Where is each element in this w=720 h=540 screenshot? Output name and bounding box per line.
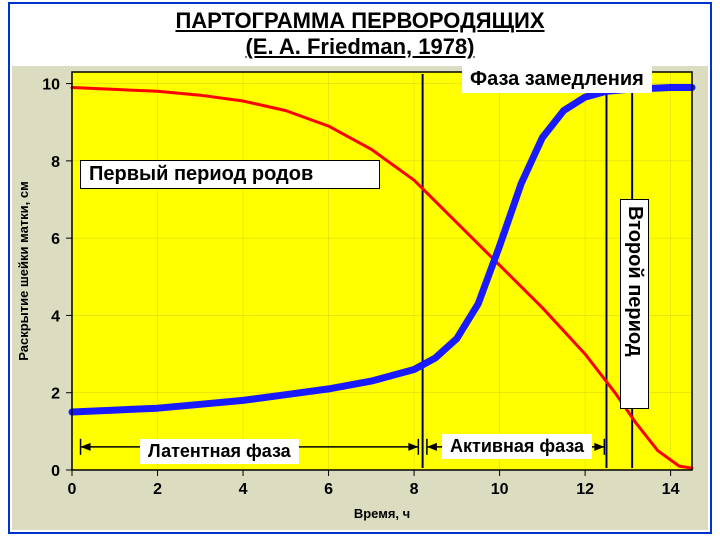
svg-text:10: 10 (42, 77, 60, 94)
svg-text:Время, ч: Время, ч (354, 506, 410, 521)
label-first-period: Первый период родов (80, 160, 380, 189)
svg-text:6: 6 (51, 231, 60, 248)
svg-text:8: 8 (51, 154, 60, 171)
svg-text:4: 4 (51, 308, 60, 325)
svg-text:8: 8 (410, 481, 419, 498)
svg-text:4: 4 (239, 481, 248, 498)
svg-text:14: 14 (662, 481, 680, 498)
svg-text:0: 0 (51, 463, 60, 480)
svg-text:0: 0 (68, 481, 77, 498)
label-second-period: Второй период (620, 199, 649, 409)
svg-text:Раскрытие шейки матки, см: Раскрытие шейки матки, см (16, 181, 31, 361)
outer-frame: ПАРТОГРАММА ПЕРВОРОДЯЩИХ (E. A. Friedman… (8, 2, 712, 534)
label-active-phase: Активная фаза (442, 434, 592, 459)
title-line-1: ПАРТОГРАММА ПЕРВОРОДЯЩИХ (10, 8, 710, 34)
svg-text:2: 2 (153, 481, 162, 498)
svg-text:12: 12 (576, 481, 594, 498)
svg-text:6: 6 (324, 481, 333, 498)
title-line-2: (E. A. Friedman, 1978) (10, 34, 710, 60)
label-latent-phase: Латентная фаза (140, 439, 299, 464)
label-phase-slowdown: Фаза замедления (462, 66, 652, 93)
svg-text:2: 2 (51, 386, 60, 403)
svg-text:10: 10 (491, 481, 509, 498)
partogram-chart: 0 2 4 6 8 10 12 14 0 2 4 6 8 10 Время, ч Раскрытие шейк… (10, 64, 710, 532)
